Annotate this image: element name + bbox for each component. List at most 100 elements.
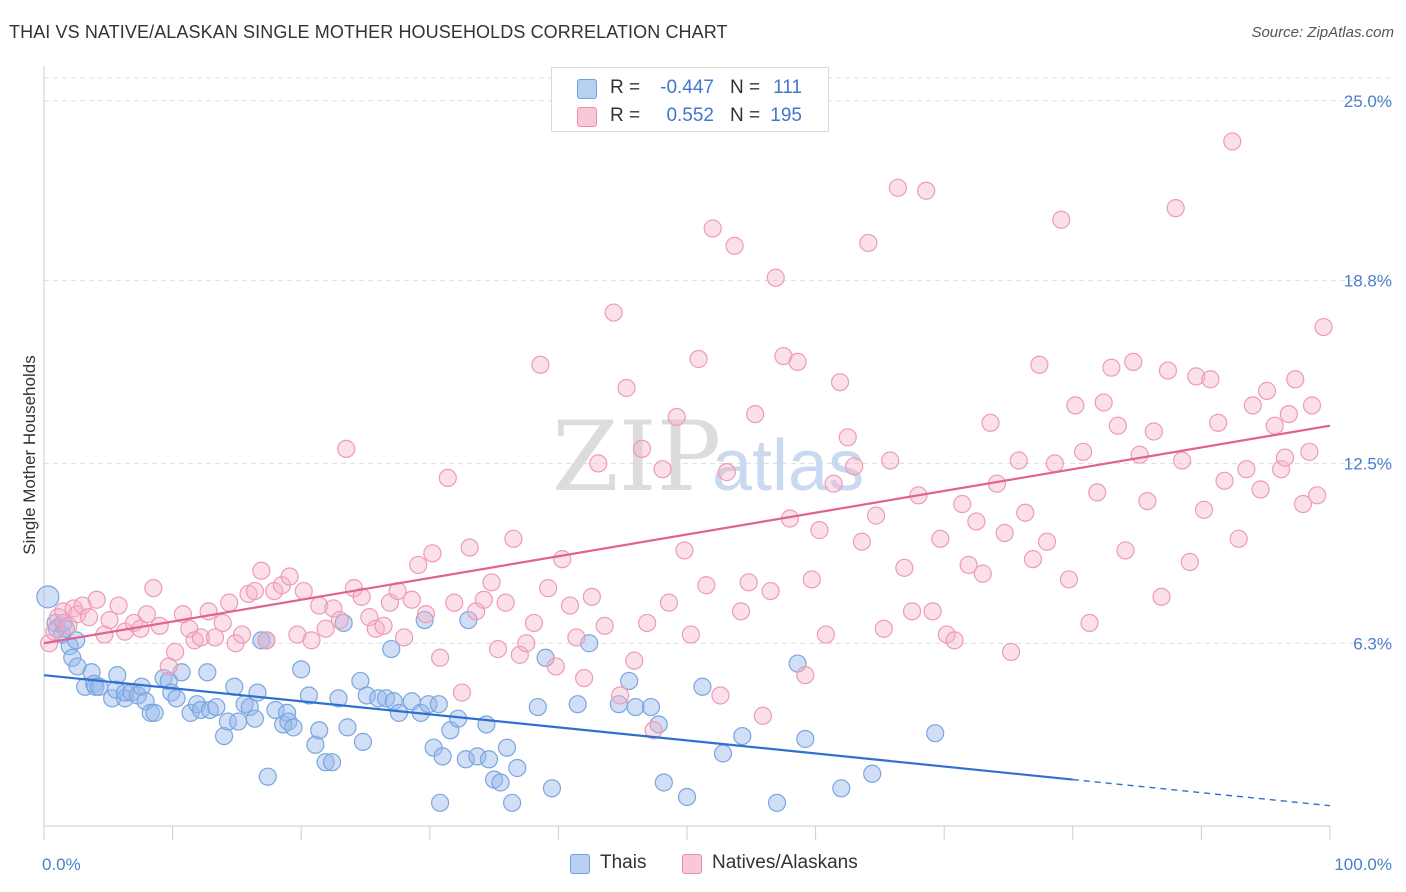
thai-point: [274, 715, 293, 734]
legend-label-natives: Natives/Alaskans: [712, 852, 858, 873]
native-point: [1314, 317, 1333, 337]
native-point: [1009, 451, 1028, 470]
thai-point: [279, 712, 298, 731]
native-point: [1144, 422, 1163, 441]
thai-point: [369, 689, 388, 708]
native-point: [166, 642, 185, 662]
native-point: [967, 512, 986, 531]
native-point: [137, 605, 156, 624]
thai-point: [284, 718, 303, 737]
legend-swatch-thais: [577, 79, 597, 99]
legend-r-label: R =: [610, 105, 641, 126]
legend-r-value: -0.447: [660, 77, 714, 98]
native-point: [644, 721, 663, 740]
native-point: [659, 593, 679, 612]
legend-label-thais: Thais: [600, 852, 647, 873]
thai-point: [306, 735, 325, 754]
native-point: [1080, 613, 1099, 633]
legend-n-value: 111: [773, 77, 802, 98]
thai-point: [357, 686, 376, 705]
native-point: [488, 639, 508, 659]
native-point: [902, 602, 922, 621]
native-point: [788, 352, 807, 371]
thai-point: [329, 689, 348, 708]
thai-point: [926, 724, 945, 743]
native-point: [589, 454, 608, 473]
native-point: [973, 564, 992, 583]
native-point: [739, 573, 758, 592]
native-point: [1251, 480, 1270, 499]
native-point: [1138, 492, 1157, 511]
native-point: [703, 219, 722, 238]
y-tick-label: 18.8%: [1344, 272, 1392, 291]
native-point: [675, 541, 694, 560]
native-point: [1209, 413, 1228, 432]
native-point: [838, 428, 857, 447]
native-point: [981, 413, 1000, 432]
native-point: [681, 625, 700, 644]
y-tick-label: 25.0%: [1344, 92, 1392, 111]
thai-point: [677, 787, 697, 807]
trend-lines: [43, 424, 1331, 807]
native-point: [1130, 445, 1149, 464]
y-tick-labels: 6.3% 12.5% 18.8% 25.0%: [1344, 92, 1392, 653]
watermark-atlas: atlas: [712, 426, 864, 506]
thai-point: [568, 695, 587, 714]
native-point: [205, 628, 225, 647]
y-tick-label: 6.3%: [1353, 634, 1392, 653]
thai-point: [767, 793, 787, 812]
native-point: [802, 570, 821, 589]
native-point: [1201, 370, 1220, 389]
watermark-zip: ZIP: [552, 401, 721, 513]
native-point: [945, 631, 964, 650]
native-point: [567, 628, 586, 647]
native-point: [302, 631, 321, 650]
native-point: [79, 608, 99, 627]
native-point: [1094, 393, 1113, 412]
native-point: [617, 378, 636, 398]
native-point: [667, 407, 686, 427]
x-ticks: [43, 826, 1331, 840]
thai-point: [36, 585, 60, 609]
legend-swatch-natives: [577, 107, 597, 127]
native-point: [753, 706, 772, 725]
thai-point: [316, 753, 335, 772]
thai-point: [456, 750, 475, 769]
y-axis-title: Single Mother Households: [20, 355, 39, 554]
native-point: [1073, 442, 1093, 461]
native-point: [144, 579, 163, 598]
native-point: [294, 581, 313, 601]
native-point: [87, 590, 106, 609]
thai-point: [863, 764, 882, 783]
native-point: [324, 599, 343, 618]
thai-point: [258, 767, 277, 786]
y-tick-label: 12.5%: [1344, 454, 1392, 473]
thai-point: [693, 677, 712, 696]
native-point: [1194, 500, 1214, 519]
thai-point: [713, 744, 733, 763]
watermark: ZIP atlas: [552, 401, 864, 513]
thai-point: [252, 631, 271, 650]
native-point: [1045, 454, 1064, 473]
native-point: [1052, 210, 1071, 229]
native-point: [1158, 361, 1178, 380]
thai-point: [353, 732, 373, 751]
thai-point: [159, 671, 178, 691]
legend-r-label: R =: [610, 77, 641, 98]
native-point: [546, 657, 565, 676]
thai-point: [198, 663, 217, 682]
native-point: [638, 613, 657, 633]
native-point: [766, 268, 785, 287]
legend-n-value: 195: [770, 105, 802, 126]
native-point: [1016, 503, 1035, 522]
native-point: [510, 645, 529, 664]
native-point: [445, 593, 464, 612]
native-point: [711, 686, 730, 705]
legend-n-label: N =: [730, 105, 761, 126]
native-point: [653, 460, 672, 479]
native-point: [881, 451, 900, 470]
native-point: [1173, 451, 1192, 470]
thai-point: [620, 671, 639, 691]
native-point: [1102, 358, 1121, 377]
